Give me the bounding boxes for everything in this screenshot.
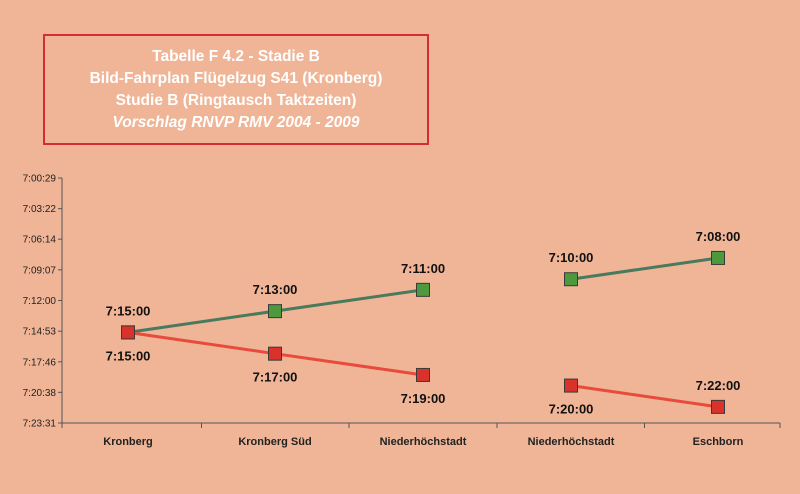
y-tick-label: 7:20:38 <box>23 388 57 399</box>
y-tick-label: 7:09:07 <box>23 265 57 276</box>
green-series-data-label: 7:11:00 <box>401 261 445 276</box>
green-series-data-label: 7:10:00 <box>549 250 594 265</box>
chart-title-line-2: Bild-Fahrplan Flügelzug S41 (Kronberg) <box>89 69 383 87</box>
y-tick-label: 7:14:53 <box>23 327 57 338</box>
x-category-label: Niederhöchstadt <box>528 436 615 448</box>
chart-title-line-1: Tabelle F 4.2 - Stadie B <box>152 47 320 65</box>
x-category-label: Kronberg <box>103 436 153 448</box>
red-series-point <box>564 378 578 393</box>
x-category-label: Kronberg Süd <box>238 436 311 448</box>
chart-axes: 7:00:29 7:03:22 7:06:14 7:09:07 7:12:00 7:14:… <box>23 174 781 448</box>
green-series-point <box>416 282 430 297</box>
red-series-point <box>416 367 430 382</box>
red-series-line <box>570 384 719 409</box>
y-tick-label: 7:23:31 <box>23 419 57 430</box>
chart-lines <box>127 256 719 409</box>
y-tick-label: 7:06:14 <box>23 235 57 246</box>
red-series-point <box>121 325 135 340</box>
green-series-point <box>711 250 725 265</box>
y-tick-label: 7:03:22 <box>23 204 57 215</box>
red-series-data-label: 7:17:00 <box>253 370 298 385</box>
red-series-data-label: 7:22:00 <box>696 378 741 393</box>
red-series-data-label: 7:15:00 <box>106 348 151 363</box>
chart-markers <box>121 250 725 414</box>
y-tick-label: 7:17:46 <box>23 357 57 368</box>
x-category-label: Niederhöchstadt <box>380 436 467 448</box>
red-series-point <box>711 399 725 414</box>
y-tick-label: 7:00:29 <box>23 174 57 185</box>
chart-title-line-4: Vorschlag RNVP RMV 2004 - 2009 <box>112 113 360 131</box>
green-series-data-label: 7:08:00 <box>696 229 741 244</box>
chart-title-box: Tabelle F 4.2 - Stadie B Bild-Fahrplan F… <box>43 34 429 145</box>
green-series-point <box>268 304 282 319</box>
red-series-point <box>268 346 282 361</box>
red-series-data-label: 7:19:00 <box>401 391 446 406</box>
green-series-line <box>570 256 719 281</box>
chart-title-line-3: Studie B (Ringtausch Taktzeiten) <box>115 91 357 109</box>
y-tick-label: 7:12:00 <box>23 296 57 307</box>
green-series-data-label: 7:15:00 <box>106 303 151 318</box>
green-series-data-label: 7:13:00 <box>253 282 298 297</box>
x-category-label: Eschborn <box>693 436 744 448</box>
red-series-data-label: 7:20:00 <box>549 402 594 417</box>
chart-data-labels: 7:15:00 7:13:00 7:11:00 7:10:00 7:08:00 7:15:… <box>106 229 741 417</box>
green-series-point <box>564 272 578 287</box>
